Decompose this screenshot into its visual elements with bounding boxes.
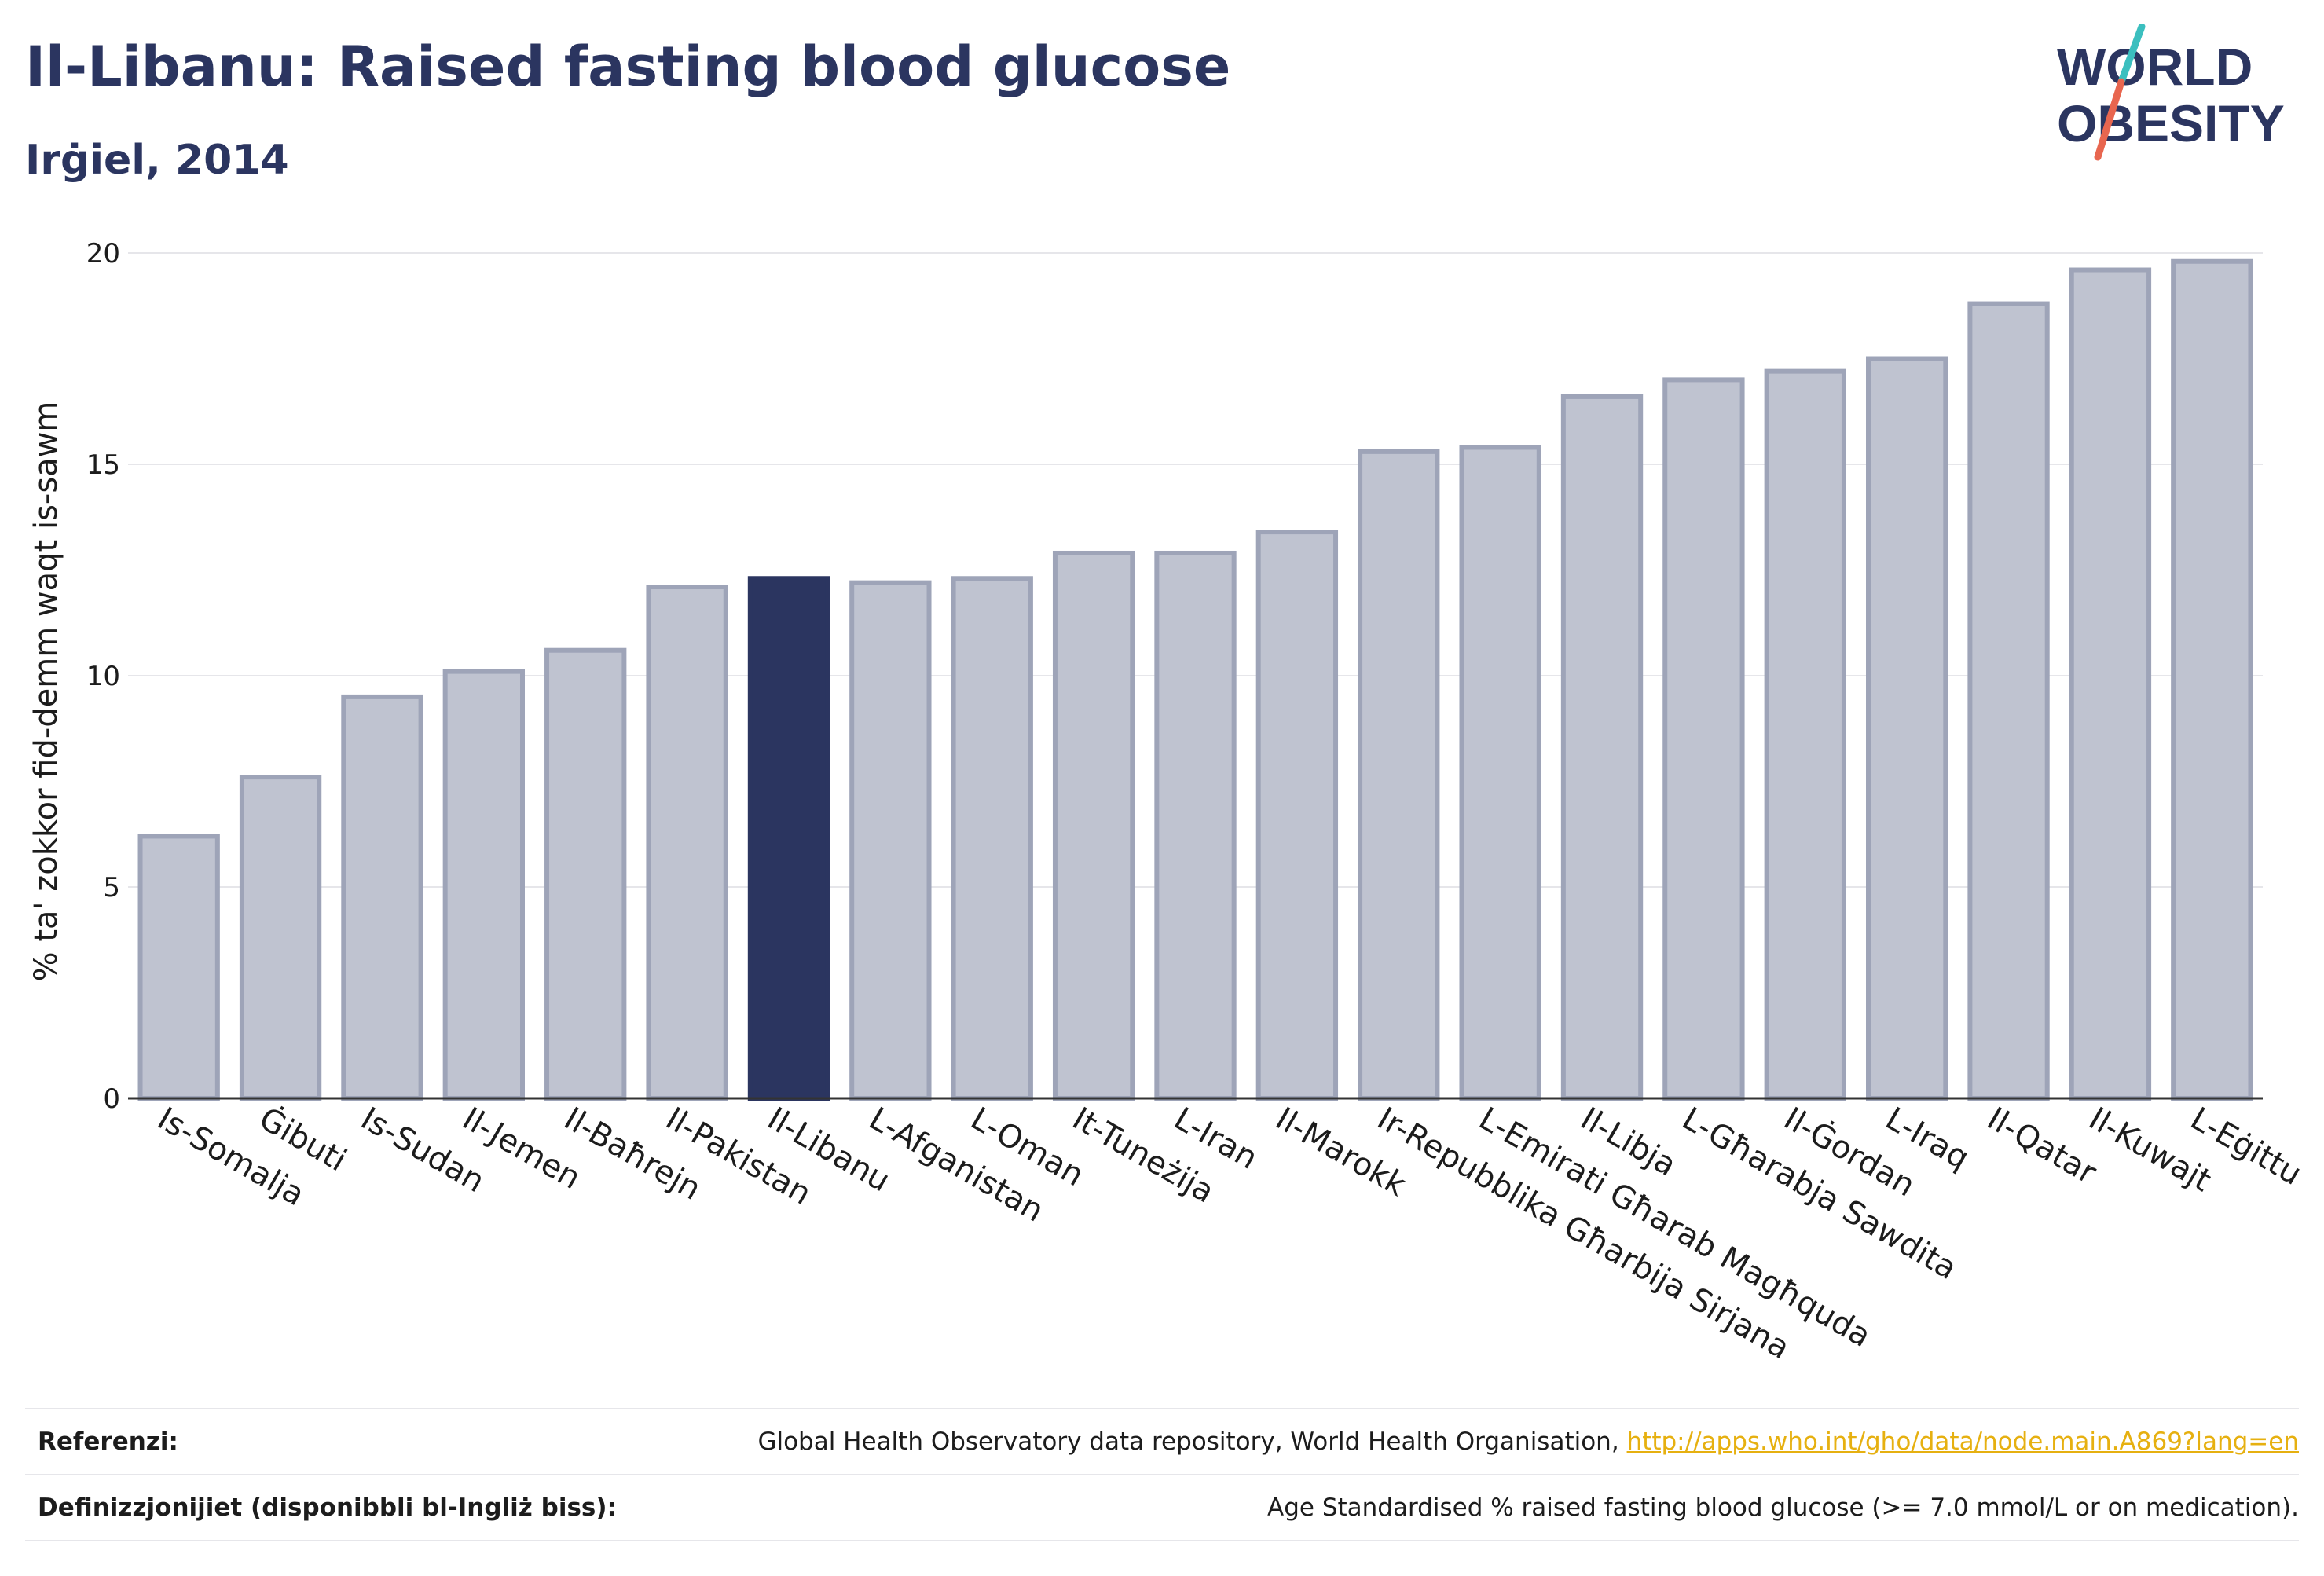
bar	[1154, 550, 1237, 1101]
logo-text-obesity: OBESITY	[2057, 94, 2285, 152]
bar	[1662, 377, 1745, 1101]
bar	[239, 775, 322, 1101]
y-axis-title: % ta' zokkor fid-demm waqt is-sawm	[28, 401, 64, 982]
bar	[951, 576, 1033, 1101]
bar	[341, 694, 423, 1101]
bar	[2069, 267, 2152, 1101]
references-row: Referenzi: Global Health Observatory dat…	[25, 1408, 2299, 1474]
world-obesity-logo: WORLD OBESITY	[2057, 24, 2285, 161]
logo-text-world: WORLD	[2057, 38, 2253, 96]
bar	[2171, 258, 2253, 1101]
y-tick-label: 0	[103, 1083, 120, 1115]
logo-slash-red	[2094, 78, 2125, 161]
references-label: Referenzi:	[38, 1428, 178, 1456]
x-tick-label: Il-Qatar	[1981, 1101, 2103, 1192]
bar	[1560, 394, 1644, 1101]
references-value: Global Health Observatory data repositor…	[757, 1428, 2299, 1456]
bar	[1358, 449, 1440, 1101]
bar	[442, 669, 525, 1101]
definitions-value: Age Standardised % raised fasting blood …	[1267, 1494, 2299, 1522]
bar	[1866, 356, 1948, 1101]
bar	[544, 647, 627, 1101]
logo-slash-teal	[2117, 24, 2146, 86]
y-tick-label: 15	[86, 449, 120, 481]
bar	[1764, 368, 1846, 1101]
y-tick-label: 20	[86, 238, 120, 269]
references-link[interactable]: http://apps.who.int/gho/data/node.main.A…	[1626, 1428, 2299, 1456]
definitions-row: Definizzjonijiet (disponibbli bl-Ingliż …	[25, 1474, 2299, 1541]
y-tick-label: 5	[103, 872, 120, 903]
chart-title: Il-Libanu: Raised fasting blood glucose	[25, 35, 1231, 99]
bar	[1052, 550, 1135, 1101]
bar	[137, 834, 220, 1101]
references-text: Global Health Observatory data repositor…	[757, 1428, 1627, 1456]
bar	[747, 576, 830, 1101]
y-tick-label: 10	[86, 661, 120, 692]
bar	[1967, 301, 2050, 1101]
bar	[1255, 530, 1339, 1101]
bar	[849, 580, 932, 1101]
definitions-label: Definizzjonijiet (disponibbli bl-Ingliż …	[38, 1494, 617, 1522]
bar	[1459, 445, 1541, 1101]
chart-footer: Referenzi: Global Health Observatory dat…	[25, 1408, 2299, 1541]
bar	[646, 585, 728, 1101]
chart-subtitle: Irġiel, 2014	[25, 137, 289, 184]
